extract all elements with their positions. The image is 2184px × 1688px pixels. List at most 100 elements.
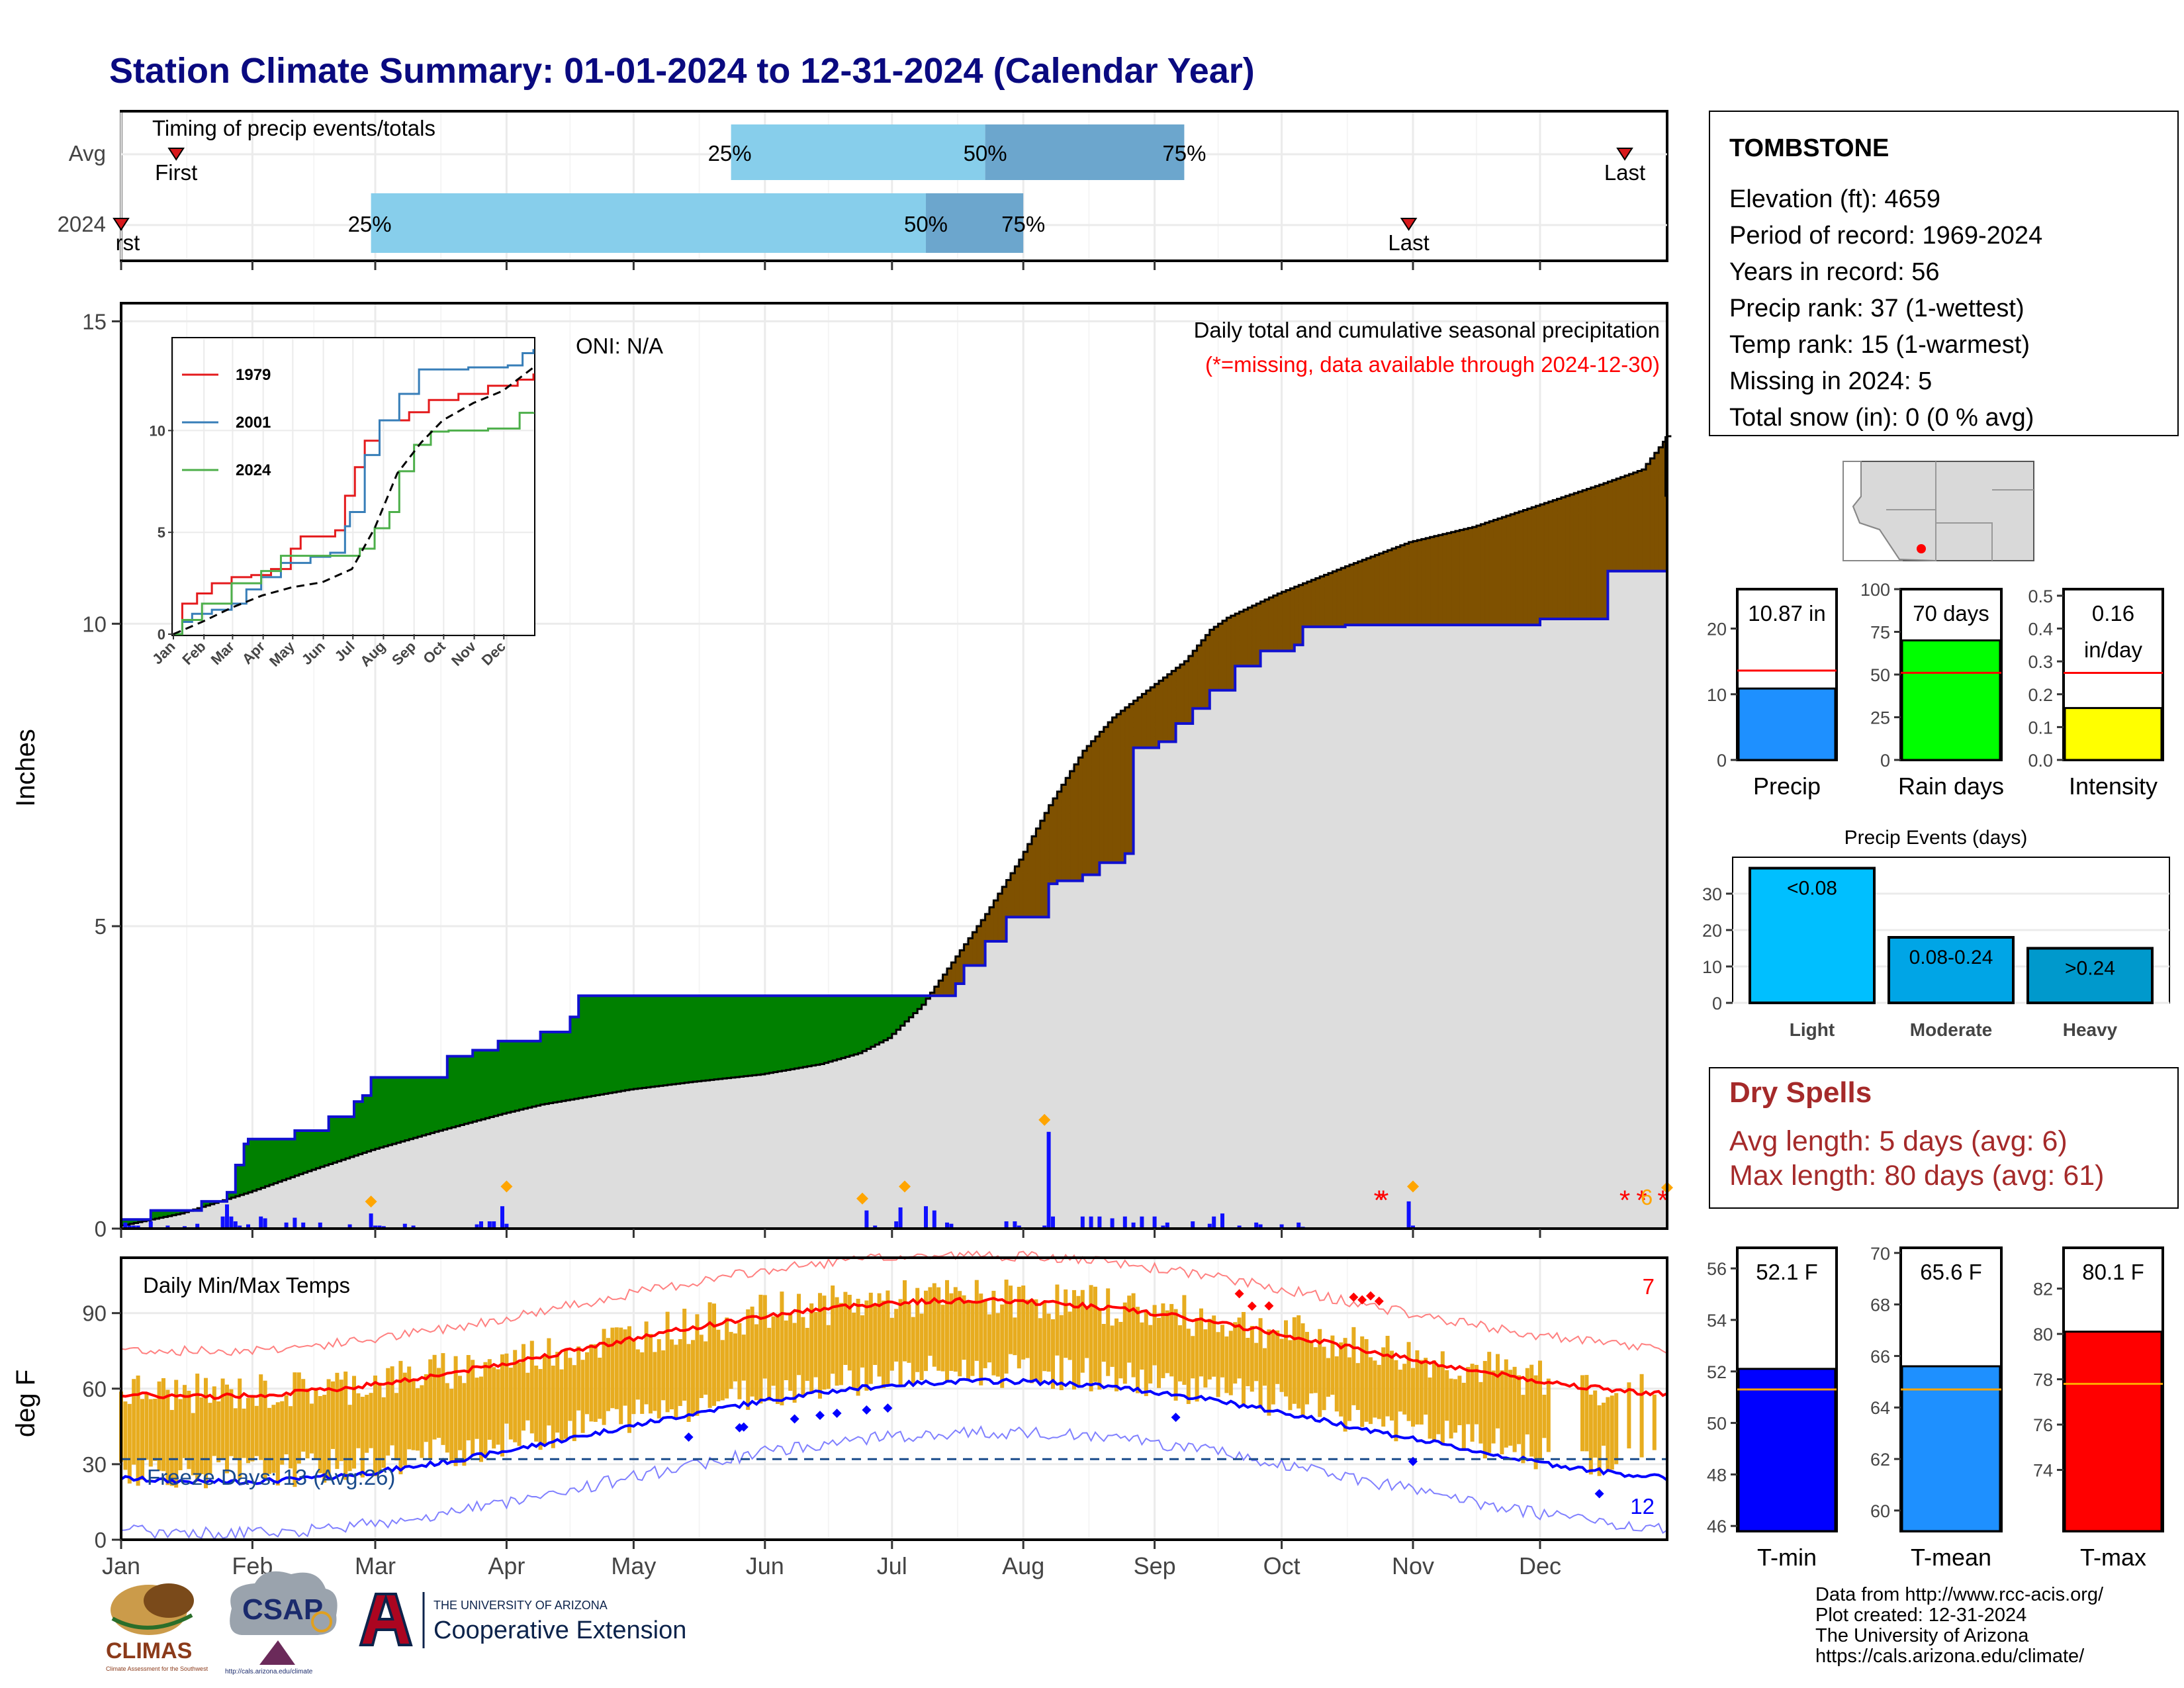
season-summary-bars: 0 10 20 10.87 in Precip 0 25 50 75 100 70 days Rain… [1707, 580, 2164, 800]
daily-temp-bar [1161, 1303, 1165, 1378]
daily-temp-bar [1148, 1325, 1153, 1384]
events-bar-label: <0.08 [1787, 878, 1837, 900]
daily-precip-bar [1191, 1221, 1195, 1229]
daily-temp-bar [1351, 1327, 1356, 1405]
daily-temp-bar [246, 1397, 250, 1464]
daily-temp-bar [907, 1304, 911, 1363]
daily-temp-bar [1496, 1354, 1500, 1429]
daily-temp-bar [1334, 1356, 1339, 1412]
daily-temp-bar [475, 1378, 479, 1439]
daily-temp-bar [792, 1323, 797, 1403]
daily-temp-bar [1042, 1302, 1047, 1372]
credit-line: The University of Arizona [1815, 1625, 2029, 1646]
daily-temp-bar [1517, 1375, 1521, 1444]
daily-temp-bar [1525, 1368, 1529, 1434]
csap-mountain [259, 1640, 295, 1665]
temp-y-ticks: 0 30 60 90 [82, 1301, 121, 1552]
daily-temp-bar [733, 1333, 737, 1382]
daily-temp-bar [1263, 1348, 1267, 1386]
daily-temp-bar [280, 1401, 285, 1465]
timing-row-2024-label: 2024 [58, 212, 106, 236]
ua-small-text: THE UNIVERSITY OF ARIZONA [433, 1599, 608, 1612]
daily-temp-bar [1479, 1382, 1483, 1444]
daily-precip-bar [132, 1225, 136, 1229]
temp-summary-y-tick-label: 80 [2033, 1325, 2053, 1344]
daily-temp-bar [326, 1379, 331, 1477]
season-summary-y-tick-label: 10 [1707, 685, 1727, 705]
events-bars: 0 10 20 30 <0.08 Light 0.08-0.24 Moderate >0.24 H… [1702, 857, 2170, 1040]
missing-day-mark: * [1619, 1185, 1630, 1216]
timing-title: Timing of precip events/totals [152, 116, 435, 140]
daily-temp-bar [183, 1385, 187, 1458]
daily-temp-bar [216, 1401, 221, 1463]
season-summary-value: 70 days [1913, 601, 1989, 626]
daily-precip-bar [136, 1225, 140, 1229]
season-summary-y-tick-label: 0.0 [2028, 751, 2053, 771]
missing-day-mark: * [1657, 1185, 1668, 1216]
daily-temp-bar [1076, 1295, 1081, 1386]
daily-temp-bar [1300, 1323, 1305, 1417]
summary-line: Period of record: 1969-2024 [1729, 222, 2042, 250]
daily-temp-bar [331, 1381, 335, 1449]
daily-temp-bar [1131, 1293, 1136, 1378]
daily-temp-bar [153, 1399, 158, 1461]
daily-temp-bar [889, 1317, 894, 1371]
record-low-diamond-icon [832, 1408, 842, 1418]
record-low-diamond-icon [739, 1422, 749, 1432]
timing-pct-25: 25% [348, 212, 392, 236]
daily-temp-bar [1279, 1338, 1284, 1392]
daily-temp-bar [1639, 1374, 1644, 1458]
season-summary-value-unit: in/day [2084, 637, 2143, 662]
season-summary-bar [1737, 687, 1837, 761]
daily-temp-bar [1466, 1367, 1471, 1425]
daily-temp-bar [919, 1313, 924, 1381]
events-category-label: Light [1790, 1019, 1835, 1040]
csap-text: CSAP [242, 1593, 323, 1626]
daily-temp-bar [1398, 1370, 1402, 1412]
temp-summary-y-tick-label: 60 [1870, 1501, 1890, 1521]
month-label: Jul [877, 1552, 907, 1579]
daily-precip-bar [1140, 1216, 1144, 1229]
daily-temp-bar [1144, 1309, 1148, 1397]
temp-y-tick-label: 90 [82, 1301, 107, 1326]
events-bar [2026, 947, 2154, 1004]
precip-frame [120, 302, 1668, 1230]
daily-temp-bar [441, 1353, 445, 1445]
temp-y-label: deg F [11, 1370, 40, 1437]
daily-temp-bar [568, 1358, 572, 1421]
daily-temp-bar [614, 1327, 619, 1409]
record-low-diamond-icon [1408, 1456, 1418, 1466]
timing-pct-75: 75% [1162, 141, 1206, 165]
daily-precip-bar [259, 1216, 263, 1229]
timing-pct-50: 50% [904, 212, 948, 236]
daily-temp-bar [1424, 1358, 1428, 1415]
daily-temp-bar [1533, 1375, 1538, 1470]
daily-temp-bar [966, 1301, 970, 1381]
daily-temp-bar [598, 1357, 602, 1419]
daily-precip-bar [873, 1225, 878, 1229]
daily-temp-bar [1457, 1376, 1462, 1425]
daily-precip-bar [220, 1216, 225, 1229]
daily-precip-bar [1017, 1225, 1021, 1229]
daily-temp-bar [275, 1402, 280, 1486]
daily-temp-bar [547, 1338, 551, 1426]
temp-summary-label: T-min [1757, 1544, 1817, 1571]
daily-temp-bar [1254, 1342, 1259, 1382]
heavy-event-diamond-icon [856, 1192, 868, 1205]
daily-temp-bar [831, 1285, 835, 1374]
legend-label: 2001 [236, 414, 271, 432]
events-category-label: Moderate [1910, 1019, 1992, 1040]
record-low-diamond-icon [815, 1411, 825, 1421]
precip-markers: ** * * * [365, 1113, 1673, 1216]
daily-temp-bar [839, 1303, 843, 1385]
daily-temp-bar [704, 1341, 708, 1395]
daily-precip-bar [233, 1221, 238, 1229]
daily-temp-bar [670, 1339, 674, 1410]
daily-temp-bar [1046, 1313, 1051, 1372]
daily-precip-bar [1406, 1201, 1411, 1229]
daily-temp-bar [1093, 1286, 1097, 1382]
precip-missing-note: (*=missing, data available through 2024-… [1205, 352, 1660, 377]
daily-temp-bar [1584, 1375, 1589, 1452]
daily-temp-bar [868, 1292, 873, 1384]
daily-temp-bar [1038, 1318, 1042, 1385]
